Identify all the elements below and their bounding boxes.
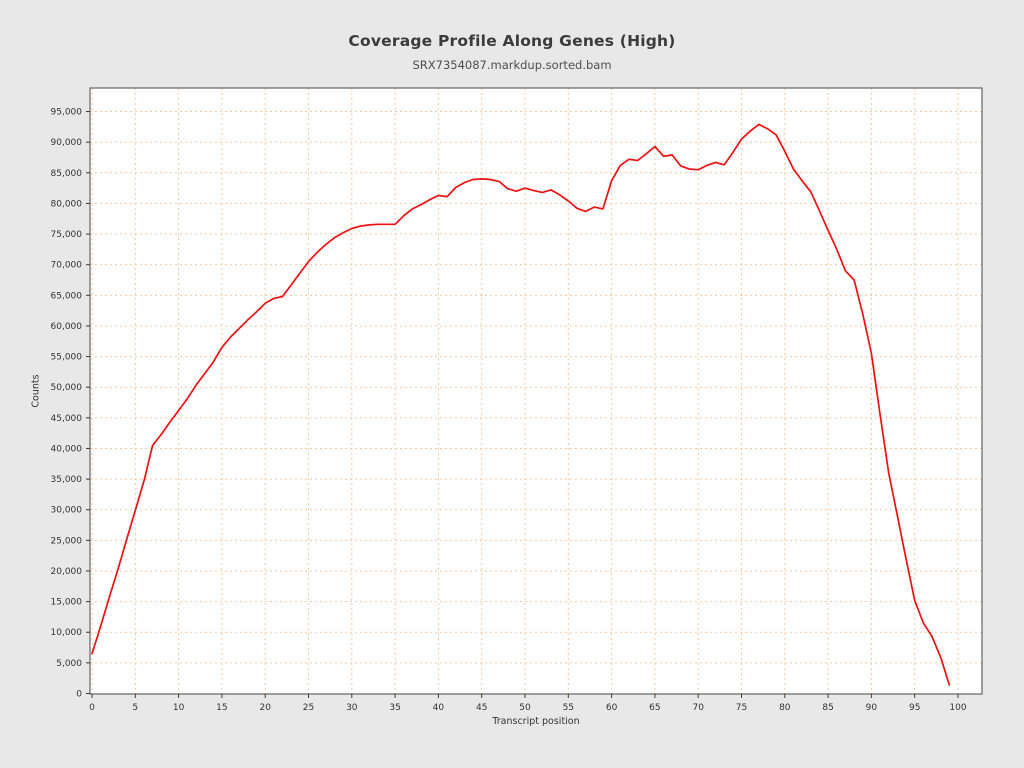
x-tick-label: 25 xyxy=(303,703,314,713)
x-tick-label: 75 xyxy=(736,703,747,713)
x-tick-label: 80 xyxy=(779,703,791,713)
x-tick-label: 55 xyxy=(563,703,574,713)
x-tick-label: 40 xyxy=(433,703,445,713)
y-tick-label: 50,000 xyxy=(51,383,83,393)
coverage-line xyxy=(91,123,951,686)
y-tick-label: 30,000 xyxy=(51,506,83,516)
y-tick-label: 80,000 xyxy=(51,199,83,209)
y-tick-label: 55,000 xyxy=(51,353,83,363)
axis-tick-labels: 0 5 10 15 20 25 30 35 40 45 50 55 60 65 70 75 80 85 90 95 10… xyxy=(51,108,967,713)
y-tick-label: 40,000 xyxy=(51,444,83,454)
chart-title: Coverage Profile Along Genes (High) xyxy=(348,32,676,50)
y-tick-label: 10,000 xyxy=(51,628,83,638)
x-tick-label: 35 xyxy=(389,703,400,713)
y-tick-label: 90,000 xyxy=(51,138,83,148)
y-tick-label: 0 xyxy=(76,690,82,700)
x-tick-label: 85 xyxy=(822,703,833,713)
y-tick-label: 45,000 xyxy=(51,414,83,424)
y-tick-label: 85,000 xyxy=(51,169,83,179)
y-tick-label: 95,000 xyxy=(51,108,83,118)
y-tick-label: 70,000 xyxy=(51,261,83,271)
x-tick-label: 30 xyxy=(346,703,358,713)
x-tick-label: 50 xyxy=(519,703,531,713)
x-tick-label: 5 xyxy=(132,703,138,713)
x-tick-label: 60 xyxy=(606,703,618,713)
grid-lines xyxy=(90,88,982,694)
y-tick-label: 60,000 xyxy=(51,322,83,332)
y-tick-label: 20,000 xyxy=(51,567,83,577)
y-tick-label: 5,000 xyxy=(56,659,82,669)
y-tick-label: 25,000 xyxy=(51,536,83,546)
x-tick-label: 70 xyxy=(692,703,704,713)
x-tick-label: 10 xyxy=(173,703,185,713)
x-axis-label: Transcript position xyxy=(492,716,580,727)
x-tick-label: 90 xyxy=(866,703,878,713)
axis-ticks xyxy=(86,111,959,698)
y-tick-label: 75,000 xyxy=(51,230,83,240)
plot-area xyxy=(90,88,982,694)
chart-subtitle: SRX7354087.markdup.sorted.bam xyxy=(412,58,612,72)
y-tick-label: 15,000 xyxy=(51,598,83,608)
x-tick-label: 100 xyxy=(949,703,966,713)
x-tick-label: 15 xyxy=(216,703,227,713)
x-tick-label: 0 xyxy=(89,703,95,713)
plot-frame xyxy=(89,87,983,695)
y-tick-label: 65,000 xyxy=(51,291,83,301)
y-axis-label: Counts xyxy=(30,374,42,408)
y-tick-label: 35,000 xyxy=(51,475,83,485)
x-tick-label: 65 xyxy=(649,703,660,713)
x-tick-label: 95 xyxy=(909,703,920,713)
x-tick-label: 45 xyxy=(476,703,487,713)
x-tick-label: 20 xyxy=(259,703,271,713)
